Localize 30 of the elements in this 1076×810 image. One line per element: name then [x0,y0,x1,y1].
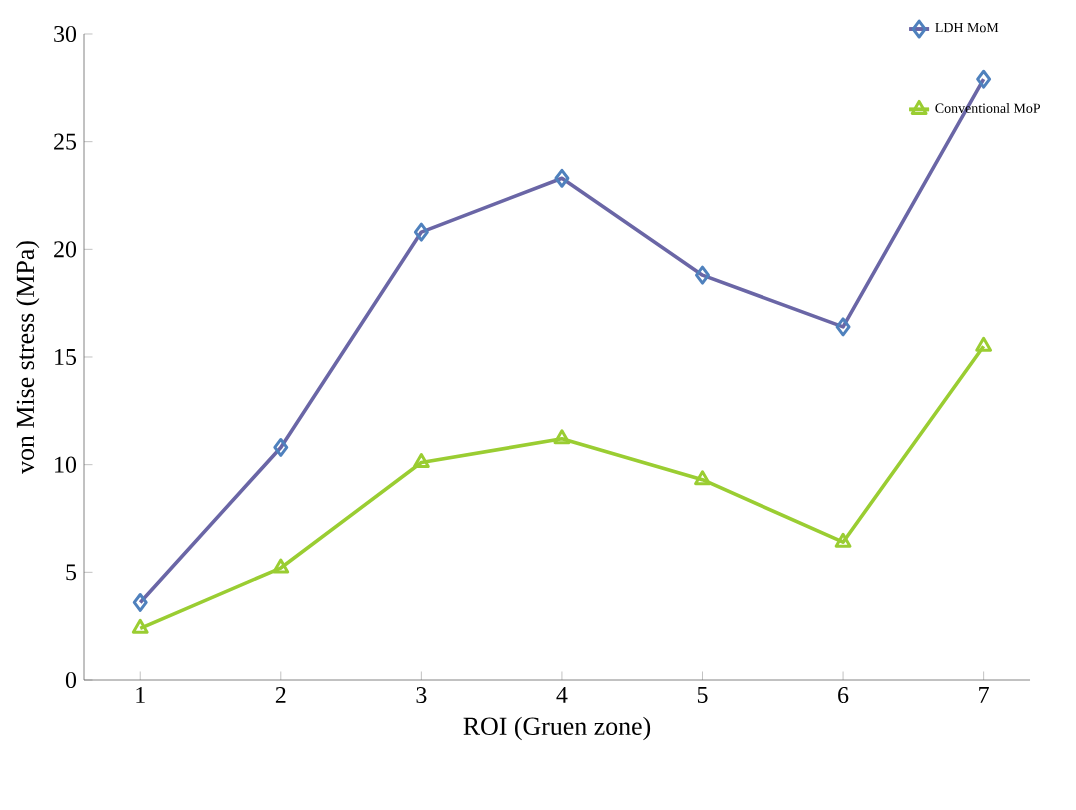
x-tick-label: 7 [979,687,989,703]
point [554,168,570,188]
point [835,317,851,337]
point [975,336,993,352]
y-tick-label: 15 [55,348,77,365]
x-tick-label: 6 [838,687,849,704]
x-axis-title: ROI (Gruen zone) [463,716,651,741]
point [272,558,290,574]
x-tick-label: 3 [416,687,427,704]
point [132,593,148,612]
x-tick-label: 4 [556,687,568,703]
x-tick-label: 2 [275,687,286,703]
point [273,437,289,457]
point [694,470,711,486]
point [695,265,710,285]
y-tick-label: 30 [54,25,77,43]
y-axis-title: von Mise stress (MPa) [15,241,40,474]
y-tick-label: 5 [66,564,77,581]
point [131,618,149,634]
y-tick-label: 10 [55,456,77,473]
x-tick-label: 1 [136,687,145,703]
point [834,532,852,548]
point [553,429,571,445]
y-tick-label: 0 [65,671,77,689]
x-tick-label: 5 [697,687,708,703]
y-tick-label: 25 [54,133,77,150]
point [976,69,992,89]
y-tick-label: 20 [54,241,77,258]
point [412,453,430,468]
point [413,222,429,242]
